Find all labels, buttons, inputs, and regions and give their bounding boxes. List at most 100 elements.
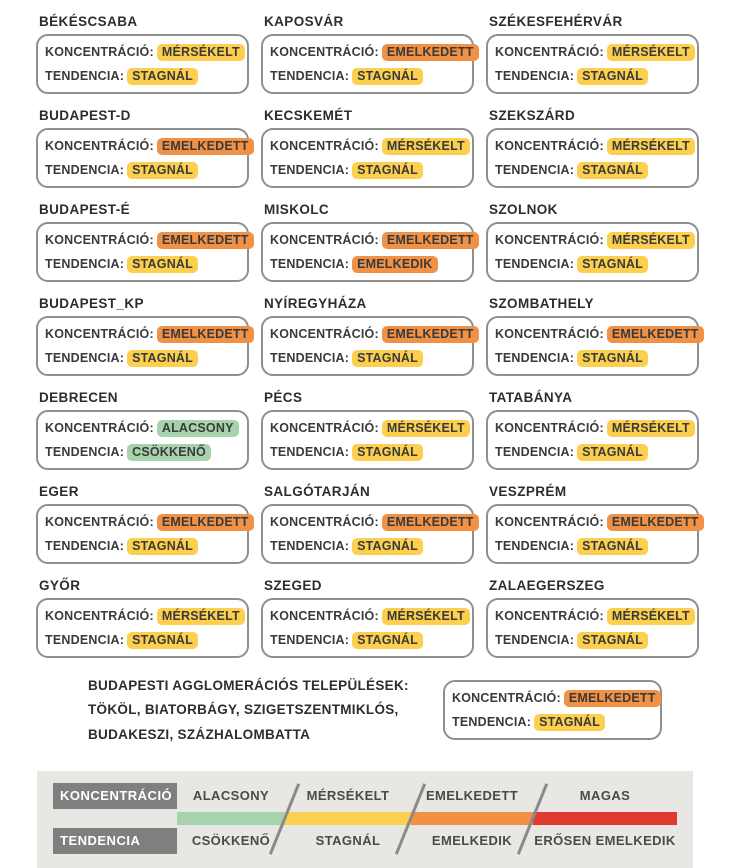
tendencia-value-pill: STAGNÁL <box>577 631 648 649</box>
city-card: BÉKÉSCSABA KONCENTRÁCIÓ: MÉRSÉKELT TENDEN… <box>36 12 249 94</box>
tendencia-label: TENDENCIA: <box>495 257 575 271</box>
city-card: SALGÓTARJÁN KONCENTRÁCIÓ: EMELKEDETT TEND… <box>261 482 479 564</box>
tendencia-label: TENDENCIA: <box>270 539 350 553</box>
koncentracio-value-pill: EMELKEDETT <box>606 513 704 531</box>
city-card: SZÉKESFEHÉRVÁR KONCENTRÁCIÓ: MÉRSÉKELT TE… <box>486 12 699 94</box>
tendencia-row: TENDENCIA: STAGNÁL <box>270 64 465 88</box>
legend-tendencia-label-box: TENDENCIA <box>53 827 177 854</box>
koncentracio-row: KONCENTRÁCIÓ: MÉRSÉKELT <box>495 40 695 64</box>
city-name: SZEGED <box>264 578 322 593</box>
tendencia-label: TENDENCIA: <box>452 715 532 729</box>
koncentracio-row: KONCENTRÁCIÓ: EMELKEDETT <box>270 322 479 346</box>
status-card: KONCENTRÁCIÓ: MÉRSÉKELT TENDENCIA: STAGNÁL <box>486 222 699 282</box>
city-card: DEBRECEN KONCENTRÁCIÓ: ALACSONY TENDENCIA… <box>36 388 249 470</box>
city-card: NYÍREGYHÁZA KONCENTRÁCIÓ: EMELKEDETT TEND… <box>261 294 479 376</box>
koncentracio-value-pill: EMELKEDETT <box>156 513 254 531</box>
tendencia-row: TENDENCIA: STAGNÁL <box>45 158 240 182</box>
status-card: KONCENTRÁCIÓ: EMELKEDETT TENDENCIA: STAGNÁ… <box>36 222 254 282</box>
tendencia-label: TENDENCIA: <box>495 539 575 553</box>
koncentracio-row: KONCENTRÁCIÓ: MÉRSÉKELT <box>270 416 470 440</box>
status-card: KONCENTRÁCIÓ: EMELKEDETT TENDENCIA: STAGNÁ… <box>36 504 254 564</box>
tendencia-value-pill: STAGNÁL <box>577 67 648 85</box>
city-name: SZÉKESFEHÉRVÁR <box>489 14 623 29</box>
koncentracio-row: KONCENTRÁCIÓ: EMELKEDETT <box>495 322 704 346</box>
status-card: KONCENTRÁCIÓ: EMELKEDETT TENDENCIA: STAGNÁ… <box>486 316 704 376</box>
koncentracio-value-pill: MÉRSÉKELT <box>381 607 470 625</box>
tendencia-row: TENDENCIA: STAGNÁL <box>270 440 465 464</box>
koncentracio-row: KONCENTRÁCIÓ: EMELKEDETT <box>45 228 254 252</box>
legend-color-bar-green <box>177 811 285 825</box>
city-card: SZOMBATHELY KONCENTRÁCIÓ: EMELKEDETT TEND… <box>486 294 704 376</box>
koncentracio-row: KONCENTRÁCIÓ: EMELKEDETT <box>45 510 254 534</box>
status-card: KONCENTRÁCIÓ: EMELKEDETT TENDENCIA: STAGNÁ… <box>261 316 479 376</box>
city-card: ZALAEGERSZEG KONCENTRÁCIÓ: MÉRSÉKELT TEND… <box>486 576 699 658</box>
tendencia-label: TENDENCIA: <box>270 633 350 647</box>
legend-grid: KONCENTRÁCIÓ ALACSONY MÉRSÉKELT EMELKEDE… <box>53 782 677 855</box>
agglomeration-line-2: TÖKÖL, BIATORBÁGY, SZIGETSZENTMIKLÓS, <box>88 702 399 718</box>
koncentracio-row: KONCENTRÁCIÓ: EMELKEDETT <box>45 322 254 346</box>
tendencia-value-pill: STAGNÁL <box>352 349 423 367</box>
city-card: SZEKSZÁRD KONCENTRÁCIÓ: MÉRSÉKELT TENDENC… <box>486 106 699 188</box>
tendencia-row: TENDENCIA: STAGNÁL <box>45 252 240 276</box>
city-name: MISKOLC <box>264 202 330 217</box>
tendencia-value-pill: STAGNÁL <box>577 161 648 179</box>
tendencia-label: TENDENCIA: <box>45 257 125 271</box>
koncentracio-row: KONCENTRÁCIÓ: EMELKEDETT <box>270 228 479 252</box>
tendencia-row: TENDENCIA: STAGNÁL <box>452 710 653 734</box>
koncentracio-value-pill: MÉRSÉKELT <box>381 419 470 437</box>
status-card: KONCENTRÁCIÓ: MÉRSÉKELT TENDENCIA: STAGNÁL <box>261 128 474 188</box>
status-card: KONCENTRÁCIÓ: EMELKEDETT TENDENCIA: STAGNÁ… <box>36 316 254 376</box>
city-card: EGER KONCENTRÁCIÓ: EMELKEDETT TENDENCIA: S… <box>36 482 254 564</box>
legend-koncentracio-level: MÉRSÉKELT <box>306 788 390 804</box>
koncentracio-value-pill: MÉRSÉKELT <box>606 231 695 249</box>
city-card: VESZPRÉM KONCENTRÁCIÓ: EMELKEDETT TENDENC… <box>486 482 704 564</box>
city-name: BUDAPEST-D <box>39 108 131 123</box>
city-card: KAPOSVÁR KONCENTRÁCIÓ: EMELKEDETT TENDENC… <box>261 12 479 94</box>
tendencia-row: TENDENCIA: STAGNÁL <box>270 158 465 182</box>
tendencia-value-pill: STAGNÁL <box>127 67 198 85</box>
city-name: KAPOSVÁR <box>264 14 344 29</box>
tendencia-row: TENDENCIA: STAGNÁL <box>495 252 690 276</box>
koncentracio-label: KONCENTRÁCIÓ: <box>45 327 154 341</box>
koncentracio-row: KONCENTRÁCIÓ: MÉRSÉKELT <box>45 40 245 64</box>
status-card: KONCENTRÁCIÓ: ALACSONY TENDENCIA: CSÖKKENŐ <box>36 410 249 470</box>
legend-tendencia-level: EMELKEDIK <box>431 833 513 849</box>
city-name: BUDAPEST-É <box>39 202 131 217</box>
koncentracio-label: KONCENTRÁCIÓ: <box>270 45 379 59</box>
tendencia-label: TENDENCIA: <box>495 633 575 647</box>
legend-color-bar-yellow <box>285 811 411 825</box>
tendencia-value-pill: STAGNÁL <box>577 349 648 367</box>
city-name: SALGÓTARJÁN <box>264 484 371 499</box>
koncentracio-value-pill: EMELKEDETT <box>156 325 254 343</box>
koncentracio-label: KONCENTRÁCIÓ: <box>495 609 604 623</box>
koncentracio-value-pill: MÉRSÉKELT <box>606 137 695 155</box>
legend-color-bar-orange <box>411 811 533 825</box>
tendencia-row: TENDENCIA: STAGNÁL <box>270 628 465 652</box>
tendencia-label: TENDENCIA: <box>45 539 125 553</box>
city-name: ZALAEGERSZEG <box>489 578 605 593</box>
status-card: KONCENTRÁCIÓ: EMELKEDETT TENDENCIA: STAGNÁ… <box>486 504 704 564</box>
koncentracio-label: KONCENTRÁCIÓ: <box>270 327 379 341</box>
legend-tendencia-level: CSÖKKENŐ <box>191 833 271 849</box>
tendencia-row: TENDENCIA: STAGNÁL <box>45 64 240 88</box>
status-card: KONCENTRÁCIÓ: EMELKEDETT TENDENCIA: STAGNÁ… <box>261 504 479 564</box>
city-name: PÉCS <box>264 390 303 405</box>
tendencia-value-pill: STAGNÁL <box>127 161 198 179</box>
tendencia-label: TENDENCIA: <box>270 257 350 271</box>
city-card: SZEGED KONCENTRÁCIÓ: MÉRSÉKELT TENDENCIA:… <box>261 576 474 658</box>
koncentracio-value-pill: EMELKEDETT <box>156 231 254 249</box>
tendencia-label: TENDENCIA: <box>495 163 575 177</box>
tendencia-row: TENDENCIA: STAGNÁL <box>270 346 465 370</box>
tendencia-value-pill: STAGNÁL <box>352 631 423 649</box>
koncentracio-row: KONCENTRÁCIÓ: ALACSONY <box>45 416 240 440</box>
city-card: GYŐR KONCENTRÁCIÓ: MÉRSÉKELT TENDENCIA: ST… <box>36 576 249 658</box>
legend-bar-spacer <box>53 812 177 825</box>
koncentracio-value-pill: ALACSONY <box>156 419 239 437</box>
tendencia-value-pill: STAGNÁL <box>352 67 423 85</box>
tendencia-row: TENDENCIA: STAGNÁL <box>495 628 690 652</box>
tendencia-value-pill: STAGNÁL <box>352 537 423 555</box>
city-card: KECSKEMÉT KONCENTRÁCIÓ: MÉRSÉKELT TENDENC… <box>261 106 474 188</box>
koncentracio-row: KONCENTRÁCIÓ: MÉRSÉKELT <box>495 228 695 252</box>
city-name: NYÍREGYHÁZA <box>264 296 367 311</box>
city-name: TATABÁNYA <box>489 390 573 405</box>
